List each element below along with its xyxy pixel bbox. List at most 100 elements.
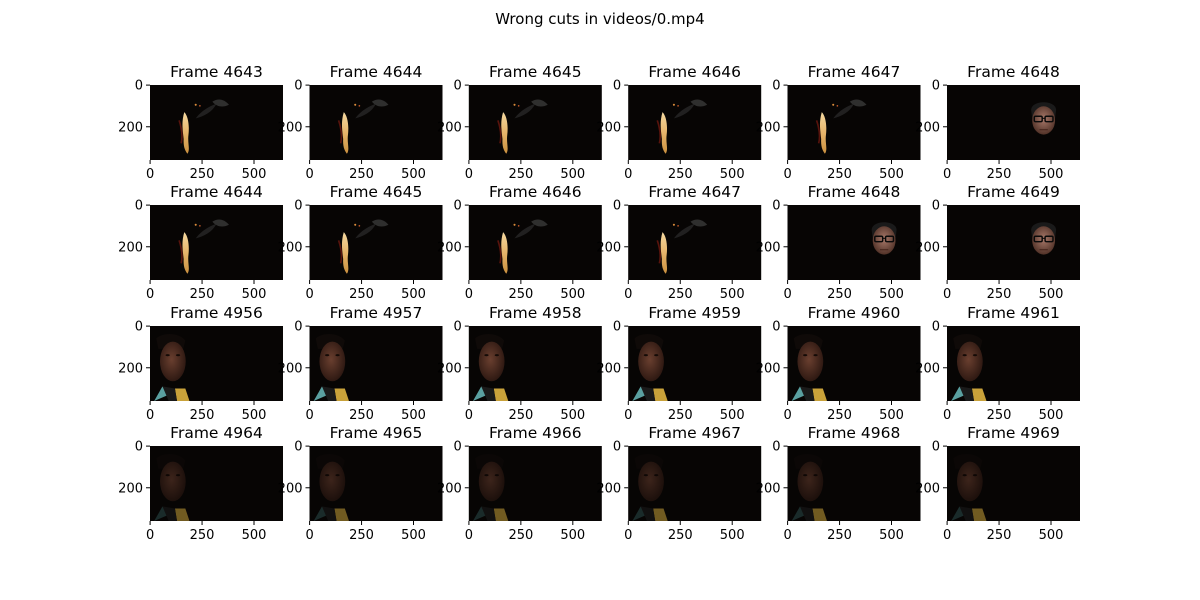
spark [354, 103, 357, 106]
y-tick-label: 200 [437, 120, 462, 135]
ember-trail [178, 240, 183, 264]
x-tick-label: 250 [508, 287, 533, 302]
x-tick-label: 250 [668, 287, 693, 302]
y-tick-label: 0 [454, 320, 462, 335]
y-tick-label: 0 [294, 440, 302, 455]
x-tick-label: 500 [401, 167, 426, 182]
frame-content [1031, 102, 1057, 135]
spark [513, 103, 516, 106]
y-tick-label: 200 [278, 481, 303, 496]
smoke [531, 219, 548, 227]
x-tick-label: 500 [879, 528, 904, 543]
spark [358, 105, 361, 107]
x-tick-label: 500 [879, 167, 904, 182]
y-tick-label: 0 [135, 320, 143, 335]
eye-right [654, 354, 659, 357]
x-tick-label: 0 [305, 408, 313, 423]
neck-shadow [321, 386, 337, 401]
y-tick-label: 200 [915, 240, 940, 255]
flame-figure [501, 112, 508, 154]
smoke [673, 103, 695, 119]
y-tick-label: 200 [118, 120, 143, 135]
frame-content [313, 454, 349, 521]
glasses-lens-left [1033, 115, 1043, 123]
x-tick-label: 0 [943, 287, 951, 302]
spark [199, 105, 201, 107]
y-tick-label: 0 [294, 79, 302, 94]
neck-shadow [162, 386, 178, 401]
portrait [791, 334, 827, 401]
frame-content [178, 219, 229, 274]
collar-right [812, 388, 827, 401]
frame-panel: Frame 4956 0 200 0 250 500 [118, 304, 283, 423]
frame-content [656, 99, 708, 154]
x-tick-label: 500 [1039, 528, 1064, 543]
x-tick-label: 0 [783, 287, 791, 302]
frame-content [951, 454, 987, 521]
x-tick-label: 0 [146, 287, 154, 302]
flame-figure [341, 232, 349, 274]
frame-image [947, 205, 1080, 280]
collar-right [653, 388, 668, 401]
eye-right [175, 354, 181, 357]
frame-panel: Frame 4969 0 200 0 250 500 [915, 424, 1080, 543]
frame-content [472, 334, 509, 401]
portrait [472, 334, 509, 401]
x-tick-label: 0 [624, 287, 632, 302]
ember-trail [337, 120, 343, 144]
frame-panel: Frame 4643 0 200 0 250 500 [118, 63, 283, 182]
x-tick-label: 500 [879, 408, 904, 423]
x-tick-label: 500 [1039, 287, 1064, 302]
panel-title: Frame 4967 [648, 424, 741, 442]
neck-shadow [959, 386, 975, 401]
face [319, 461, 346, 502]
panel-title: Frame 4645 [489, 63, 582, 81]
y-tick-label: 200 [118, 240, 143, 255]
frame-panel: Frame 4647 0 200 0 250 500 [596, 183, 762, 302]
portrait [791, 454, 827, 521]
x-tick-label: 0 [943, 528, 951, 543]
flame-figure [819, 112, 827, 154]
face [797, 341, 824, 382]
x-tick-label: 500 [560, 408, 585, 423]
y-tick-label: 200 [278, 361, 303, 376]
panel-title: Frame 4968 [808, 424, 901, 442]
portrait [951, 454, 987, 521]
neck-shadow [321, 506, 337, 521]
portrait [154, 454, 190, 521]
y-tick-label: 200 [756, 481, 781, 496]
frame-panel: Frame 4958 0 200 0 250 500 [437, 304, 602, 423]
y-tick-label: 0 [294, 199, 302, 214]
eye-left [165, 354, 170, 357]
eye-left [325, 474, 330, 477]
flame-figure [182, 112, 189, 154]
x-tick-label: 250 [987, 408, 1012, 423]
x-tick-label: 0 [943, 167, 951, 182]
glasses-lens-right [1044, 115, 1054, 123]
frame-content [791, 454, 827, 521]
y-tick-label: 0 [772, 320, 780, 335]
frame-content [871, 222, 897, 255]
panel-title: Frame 4649 [967, 183, 1060, 201]
eye-right [972, 474, 978, 477]
frame-content [154, 334, 190, 401]
panel-title: Frame 4961 [967, 304, 1060, 322]
frame-image [787, 85, 921, 160]
eye-right [972, 354, 978, 357]
glasses-lens-left [1033, 235, 1043, 243]
face [638, 341, 664, 382]
neck-shadow [959, 506, 975, 521]
eye-left [803, 354, 808, 357]
collar-right [334, 388, 349, 401]
y-tick-label: 200 [596, 481, 621, 496]
collar-right [174, 508, 190, 521]
y-tick-label: 0 [454, 440, 462, 455]
flame-figure [182, 232, 189, 274]
panel-title: Frame 4956 [170, 304, 263, 322]
ember-trail [815, 120, 821, 144]
x-tick-label: 250 [349, 167, 374, 182]
y-tick-label: 0 [294, 320, 302, 335]
y-tick-label: 200 [278, 240, 303, 255]
ember-trail [656, 240, 662, 264]
